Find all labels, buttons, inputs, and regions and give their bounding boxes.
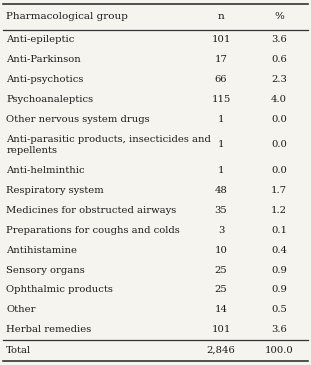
Text: 101: 101: [211, 325, 231, 334]
Text: 0.9: 0.9: [271, 266, 287, 274]
Text: 14: 14: [215, 306, 228, 314]
Text: Anti-psychotics: Anti-psychotics: [6, 75, 84, 84]
Text: 35: 35: [215, 206, 227, 215]
Text: Anti-parasitic products, insecticides and
repellents: Anti-parasitic products, insecticides an…: [6, 135, 211, 155]
Text: Respiratory system: Respiratory system: [6, 186, 104, 195]
Text: 1.7: 1.7: [271, 186, 287, 195]
Text: 0.0: 0.0: [271, 166, 287, 175]
Text: 0.0: 0.0: [271, 141, 287, 149]
Text: 3.6: 3.6: [271, 35, 287, 44]
Text: 1.2: 1.2: [271, 206, 287, 215]
Text: 17: 17: [215, 55, 227, 64]
Text: 0.9: 0.9: [271, 285, 287, 295]
Text: Psychoanaleptics: Psychoanaleptics: [6, 95, 93, 104]
Text: 101: 101: [211, 35, 231, 44]
Text: 3.6: 3.6: [271, 325, 287, 334]
Text: Anti-Parkinson: Anti-Parkinson: [6, 55, 81, 64]
Text: 2,846: 2,846: [207, 346, 235, 355]
Text: 66: 66: [215, 75, 227, 84]
Text: Antihistamine: Antihistamine: [6, 246, 77, 255]
Text: Herbal remedies: Herbal remedies: [6, 325, 91, 334]
Text: 1: 1: [218, 115, 224, 124]
Text: 115: 115: [211, 95, 231, 104]
Text: 0.4: 0.4: [271, 246, 287, 255]
Text: 3: 3: [218, 226, 224, 235]
Text: n: n: [218, 12, 225, 21]
Text: Ophthalmic products: Ophthalmic products: [6, 285, 113, 295]
Text: 2.3: 2.3: [271, 75, 287, 84]
Text: 0.0: 0.0: [271, 115, 287, 124]
Text: Anti-helminthic: Anti-helminthic: [6, 166, 85, 175]
Text: 0.6: 0.6: [271, 55, 287, 64]
Text: 0.5: 0.5: [271, 306, 287, 314]
Text: 10: 10: [215, 246, 227, 255]
Text: Anti-epileptic: Anti-epileptic: [6, 35, 75, 44]
Text: Other nervous system drugs: Other nervous system drugs: [6, 115, 150, 124]
Text: Other: Other: [6, 306, 36, 314]
Text: 48: 48: [215, 186, 227, 195]
Text: 25: 25: [215, 285, 227, 295]
Text: 100.0: 100.0: [265, 346, 293, 355]
Text: 1: 1: [218, 141, 224, 149]
Text: Preparations for coughs and colds: Preparations for coughs and colds: [6, 226, 180, 235]
Text: Sensory organs: Sensory organs: [6, 266, 85, 274]
Text: 4.0: 4.0: [271, 95, 287, 104]
Text: Total: Total: [6, 346, 31, 355]
Text: 0.1: 0.1: [271, 226, 287, 235]
Text: %: %: [274, 12, 284, 21]
Text: 25: 25: [215, 266, 227, 274]
Text: Medicines for obstructed airways: Medicines for obstructed airways: [6, 206, 176, 215]
Text: 1: 1: [218, 166, 224, 175]
Text: Pharmacological group: Pharmacological group: [6, 12, 128, 21]
